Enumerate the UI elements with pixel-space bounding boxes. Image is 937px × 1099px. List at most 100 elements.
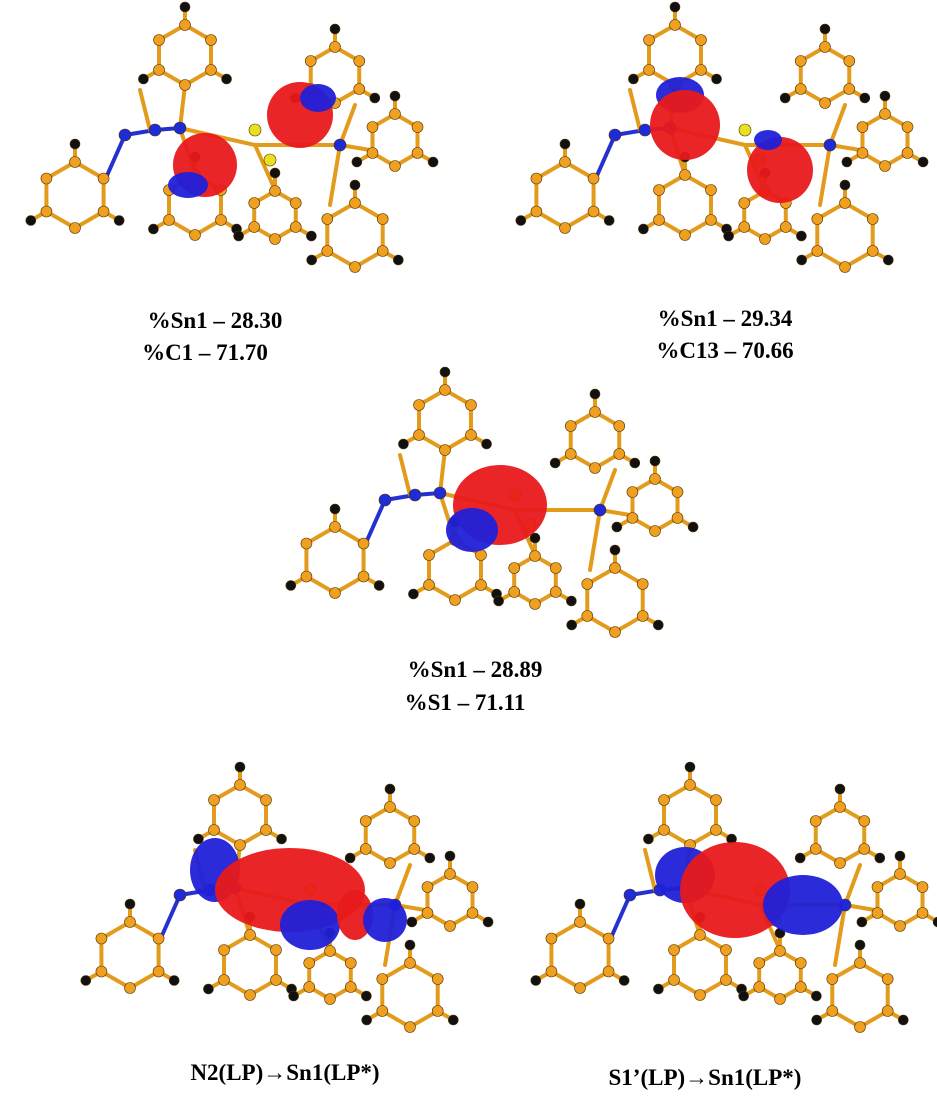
atom (603, 933, 614, 944)
atom (560, 139, 570, 149)
atom (249, 222, 260, 233)
atom (760, 234, 771, 245)
atom (880, 109, 891, 120)
atom (670, 2, 680, 12)
atom (154, 35, 165, 46)
atom (509, 587, 520, 598)
atom (330, 42, 341, 53)
atom (249, 124, 261, 136)
atom (422, 908, 433, 919)
atom (724, 231, 734, 241)
atom (405, 940, 415, 950)
atom (290, 222, 301, 233)
atom (594, 504, 606, 516)
atom (405, 1022, 416, 1033)
bond (630, 90, 640, 130)
atom (467, 882, 478, 893)
atom (590, 389, 600, 399)
atom (835, 858, 846, 869)
atom (917, 908, 928, 919)
atom (81, 976, 91, 986)
atom (409, 844, 420, 855)
atom (96, 966, 107, 977)
atom (627, 487, 638, 498)
caption-line: %Sn1 – 28.89 (408, 657, 543, 682)
caption-line: %C1 – 71.70 (142, 340, 268, 365)
atom (855, 940, 865, 950)
atom (301, 538, 312, 549)
atom (531, 206, 542, 217)
atom (409, 816, 420, 827)
atom (795, 958, 806, 969)
atom (516, 216, 526, 226)
atom (710, 825, 721, 836)
atom (367, 122, 378, 133)
atom (203, 984, 213, 994)
atom (362, 1015, 372, 1025)
atom (180, 80, 191, 91)
atom (754, 982, 765, 993)
atom (482, 439, 492, 449)
atom (377, 214, 388, 225)
atom (354, 84, 365, 95)
atom (857, 122, 868, 133)
atom (422, 882, 433, 893)
atom (322, 214, 333, 225)
atom (325, 994, 336, 1005)
atom (811, 991, 821, 1001)
atom (205, 35, 216, 46)
atom (582, 611, 593, 622)
atom (546, 966, 557, 977)
atom (780, 222, 791, 233)
atom (546, 933, 557, 944)
bond (645, 850, 655, 890)
atom (190, 230, 201, 241)
atom (330, 588, 341, 599)
atom (322, 246, 333, 257)
atom (180, 20, 191, 31)
atom (125, 917, 136, 928)
bond (365, 500, 385, 545)
panel-4: N2(LP)→Sn1(LP*) (81, 762, 493, 1085)
molecule (81, 762, 493, 1033)
atom (249, 198, 260, 209)
atom (304, 982, 315, 993)
caption-line: %Sn1 – 28.30 (148, 308, 283, 333)
orbital-lobe-blue (300, 84, 336, 112)
orbital-lobe-blue (754, 130, 782, 150)
atom (820, 98, 831, 109)
atom (720, 945, 731, 956)
atom (628, 74, 638, 84)
panel-1: %Sn1 – 28.30 %C1 – 71.70 (26, 2, 438, 365)
bond (830, 105, 845, 145)
atom (872, 882, 883, 893)
atom (672, 487, 683, 498)
atom (467, 908, 478, 919)
atom (414, 430, 425, 441)
atom (205, 65, 216, 76)
atom (575, 899, 585, 909)
atom (377, 974, 388, 985)
atom (720, 975, 731, 986)
atom (624, 889, 636, 901)
atom (98, 206, 109, 217)
atom (350, 198, 361, 209)
atom (840, 262, 851, 273)
atom (550, 458, 560, 468)
atom (565, 421, 576, 432)
atom (775, 946, 786, 957)
atom (432, 1006, 443, 1017)
caption-line: S1’(LP)→Sn1(LP*) (609, 1065, 802, 1090)
bond (440, 450, 445, 493)
atom (637, 579, 648, 590)
atom (26, 216, 36, 226)
bond (600, 470, 615, 510)
atom (603, 966, 614, 977)
atom (582, 579, 593, 590)
atom (414, 400, 425, 411)
orbital-lobe-blue (168, 172, 208, 198)
atom (260, 825, 271, 836)
atom (918, 157, 928, 167)
atom (125, 899, 135, 909)
atom (222, 74, 232, 84)
